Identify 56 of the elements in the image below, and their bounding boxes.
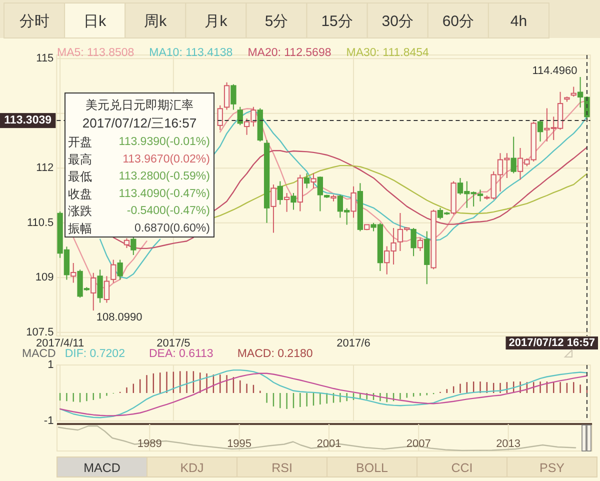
legend: MA20: 112.5698	[248, 47, 332, 59]
text: 2017/07/12 16:57	[508, 337, 595, 349]
annotation: 最低	[68, 170, 92, 184]
text: KDJ	[180, 461, 204, 475]
y-tick-label: 107.5	[26, 326, 54, 338]
text: RSI	[272, 461, 292, 475]
legend: MACD	[22, 348, 56, 360]
text: 15分	[321, 13, 353, 30]
text: 30分	[382, 13, 414, 30]
x-tick-label: 1989	[137, 438, 162, 450]
annotation: 振幅	[68, 222, 92, 236]
annotation: 113.9390(-0.01%)	[118, 136, 210, 148]
ref-line-label: 113.3039	[4, 114, 52, 127]
y-tick-label: 115	[36, 52, 54, 65]
y-tick-label: 1	[48, 359, 54, 371]
text: 日k	[84, 13, 107, 30]
text: 月k	[204, 13, 228, 30]
legend: DEA: 0.6113	[148, 348, 214, 360]
text: MACD	[84, 461, 120, 475]
legend: MACD: 0.2180	[237, 348, 313, 360]
x-tick-label: 2001	[316, 438, 342, 450]
x-tick-label: 2017/4/11	[36, 338, 84, 350]
annotation: 114.4960	[532, 65, 578, 78]
x-tick-label: 1995	[227, 438, 252, 450]
text: 2017/07/12/三16:57	[82, 116, 197, 130]
legend: MA30: 111.8454	[346, 47, 429, 59]
legend: MA5: 113.8508	[57, 47, 134, 59]
text: 分时	[19, 13, 50, 30]
x-tick-label: 2017/5	[156, 338, 190, 350]
y-tick-label: 109	[35, 272, 54, 284]
text: 美元兑日元即期汇率	[86, 98, 194, 112]
annotation: 涨跌	[68, 204, 92, 218]
annotation: -0.5400(-0.47%)	[126, 205, 210, 218]
annotation: 113.2800(-0.59%)	[118, 170, 210, 183]
annotation: 113.9670(0.02%)	[122, 153, 210, 166]
y-tick-label: 110.5	[26, 216, 54, 229]
x-tick-label: 2013	[496, 438, 521, 450]
annotation: 收盘	[68, 186, 92, 201]
text: CCI	[451, 461, 473, 475]
y-tick-label: -1	[44, 415, 54, 427]
annotation: 开盘	[68, 135, 92, 149]
text: 4h	[510, 13, 528, 30]
annotation: 最高	[68, 152, 92, 166]
text: 60分	[442, 13, 474, 30]
text: 5分	[264, 13, 288, 30]
y-tick-label: 112	[36, 162, 54, 174]
annotation: 113.4090(-0.47%)	[118, 188, 210, 200]
legend: DIF: 0.7202	[64, 348, 125, 360]
text: BOLL	[356, 461, 388, 475]
x-tick-label: 2007	[406, 438, 431, 450]
x-tick-label: 2017/6	[336, 338, 370, 350]
text: PSY	[539, 461, 566, 475]
annotation: 108.0990	[96, 311, 142, 324]
text: 周k	[144, 13, 168, 30]
legend: MA10: 113.4138	[149, 47, 233, 59]
annotation: 0.6870(0.60%)	[134, 222, 210, 234]
